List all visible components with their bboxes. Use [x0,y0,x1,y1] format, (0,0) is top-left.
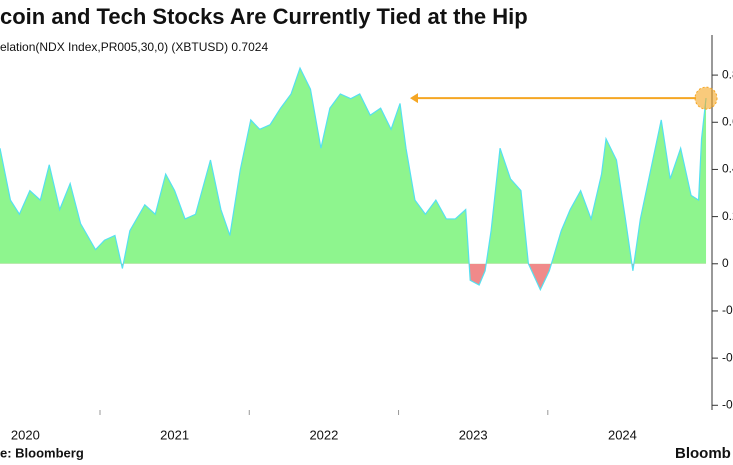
legend-box [0,39,282,57]
annotation-marker [694,86,718,110]
y-tick-label: 0 [722,256,729,270]
y-tick-label: 0.6 [722,114,733,128]
y-tick-label: 0.2 [722,209,733,223]
y-tick-label: -0.6 [722,397,733,411]
arrow-head [410,93,418,104]
y-tick-label: -0.2 [722,303,733,317]
x-tick-label: 2023 [459,427,488,442]
chart-title: coin and Tech Stocks Are Currently Tied … [0,4,528,29]
source: e: Bloomberg [0,445,84,460]
area-positive [0,68,707,264]
x-tick-label: 2021 [160,427,189,442]
x-tick-label: 2022 [309,427,338,442]
y-tick-label: 0.4 [722,162,733,176]
y-tick-label: -0.4 [722,350,733,364]
x-tick-label: 2024 [608,427,637,442]
x-tick-label: 2020 [11,427,40,442]
legend-label: elation(NDX Index,PR005,30,0) (XBTUSD) 0… [0,40,268,54]
y-tick-label: 0.8 [722,67,733,81]
series-line [0,66,707,292]
brand: Bloomb [675,445,731,462]
